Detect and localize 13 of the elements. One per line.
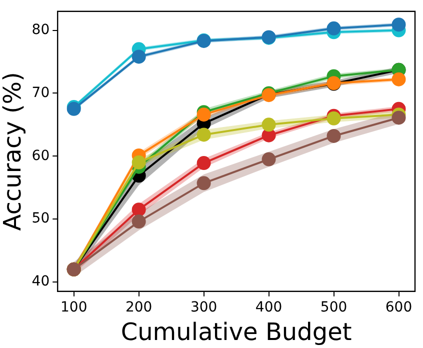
y-tick-label: 50: [32, 210, 50, 227]
x-tick-label: 200: [125, 299, 152, 316]
x-tick-label: 400: [255, 299, 282, 316]
y-tick-label: 60: [32, 148, 50, 164]
y-tick-label: 40: [32, 274, 50, 290]
x-tick-label: 600: [385, 299, 412, 316]
y-axis-title: Accuracy (%): [0, 72, 27, 231]
y-tick-label: 70: [32, 84, 50, 101]
x-tick-label: 300: [190, 299, 218, 316]
x-tick-label: 500: [320, 299, 348, 316]
x-tick-label: 100: [60, 299, 88, 316]
x-axis-title: Cumulative Budget: [120, 318, 352, 346]
y-tick-label: 80: [32, 22, 50, 38]
